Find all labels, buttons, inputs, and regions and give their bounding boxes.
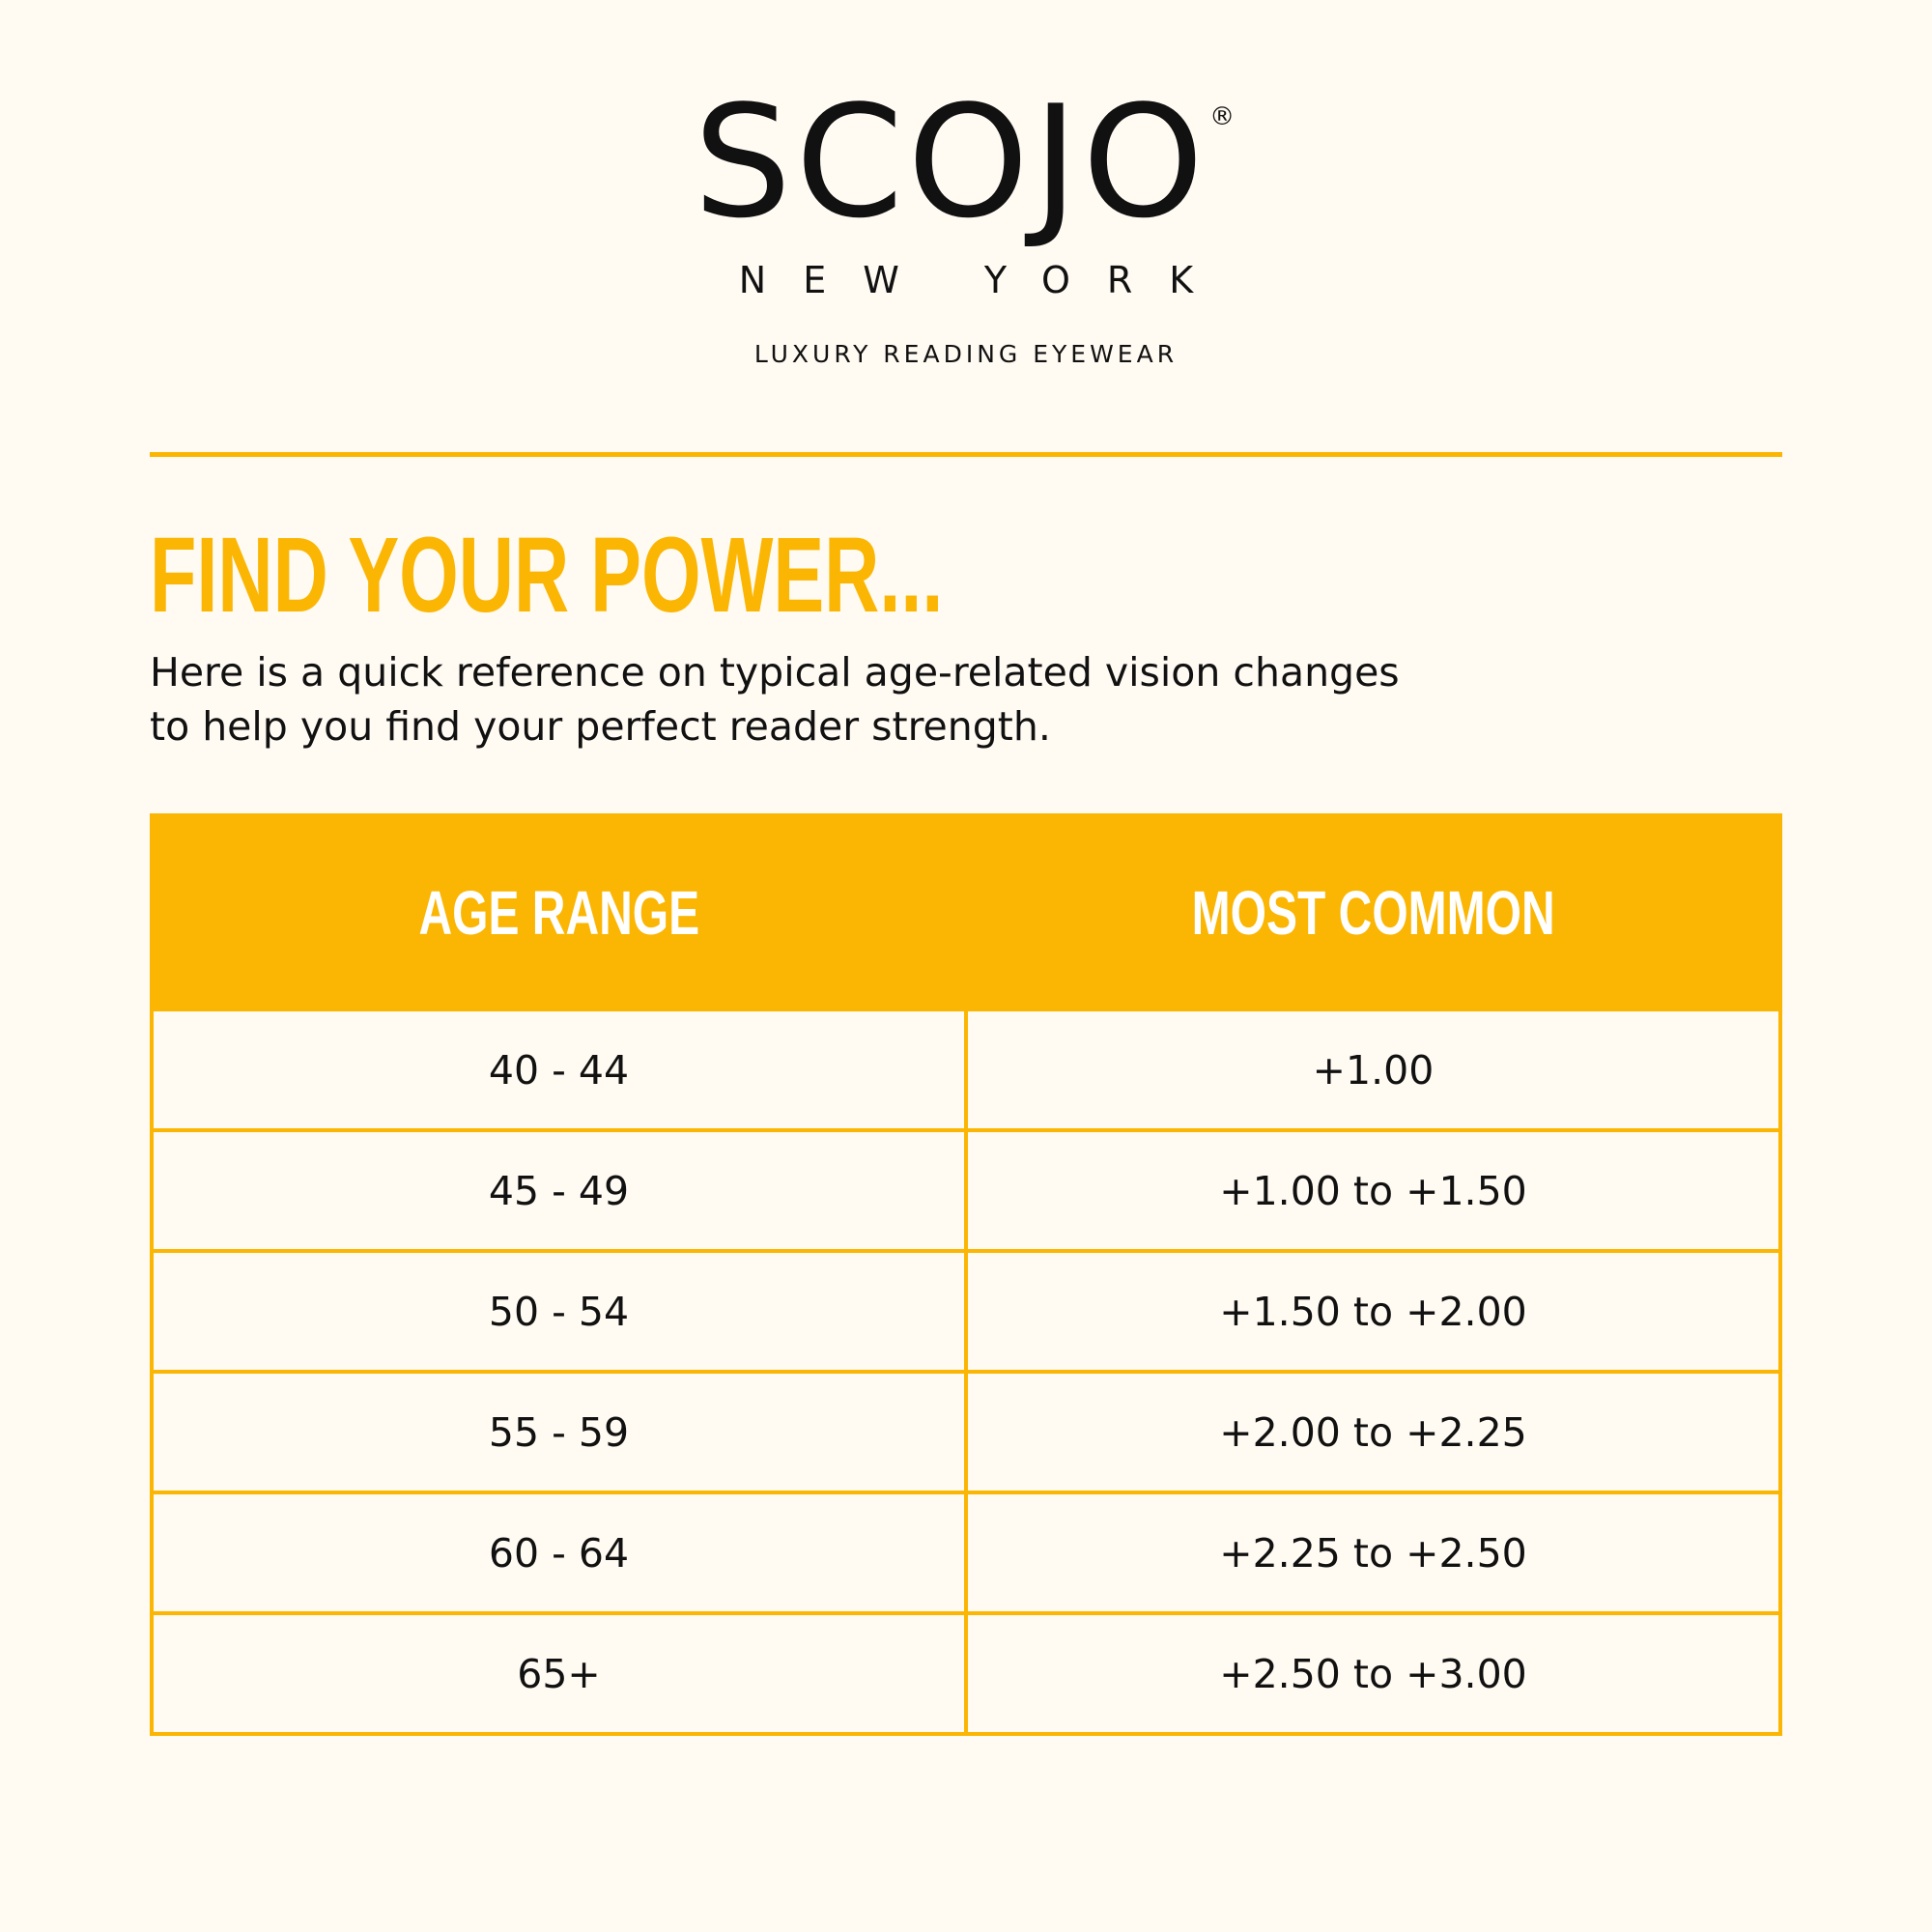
age-cell: 50 - 54: [150, 1249, 968, 1374]
table-header-row: AGE RANGE MOST COMMON: [150, 813, 1782, 1011]
table-row: 50 - 54 +1.50 to +2.00: [150, 1249, 1782, 1374]
power-cell: +2.00 to +2.25: [964, 1370, 1782, 1494]
page-title: FIND YOUR POWER...: [150, 516, 944, 635]
header-age-range: AGE RANGE: [150, 813, 968, 1011]
age-cell: 40 - 44: [150, 1008, 968, 1132]
brand-city: NEW YORK: [738, 259, 1231, 301]
power-table: AGE RANGE MOST COMMON 40 - 44 +1.00 45 - …: [150, 813, 1782, 1736]
power-cell: +1.00: [964, 1008, 1782, 1132]
table-row: 60 - 64 +2.25 to +2.50: [150, 1491, 1782, 1615]
age-cell: 65+: [150, 1611, 968, 1736]
table-row: 55 - 59 +2.00 to +2.25: [150, 1370, 1782, 1494]
power-cell: +1.00 to +1.50: [964, 1128, 1782, 1253]
header-most-common: MOST COMMON: [964, 813, 1782, 1011]
intro-text: Here is a quick reference on typical age…: [150, 649, 1400, 750]
divider: [150, 452, 1782, 457]
power-cell: +2.25 to +2.50: [964, 1491, 1782, 1615]
age-cell: 60 - 64: [150, 1491, 968, 1615]
table-row: 45 - 49 +1.00 to +1.50: [150, 1128, 1782, 1253]
table-row: 40 - 44 +1.00: [150, 1008, 1782, 1132]
age-cell: 55 - 59: [150, 1370, 968, 1494]
registered-mark: ®: [1209, 102, 1239, 131]
brand-logo: SCOJO®: [0, 85, 1932, 240]
age-cell: 45 - 49: [150, 1128, 968, 1253]
brand-name: SCOJO: [693, 71, 1208, 252]
power-cell: +2.50 to +3.00: [964, 1611, 1782, 1736]
power-cell: +1.50 to +2.00: [964, 1249, 1782, 1374]
table-row: 65+ +2.50 to +3.00: [150, 1611, 1782, 1736]
brand-tagline: LUXURY READING EYEWEAR: [753, 340, 1179, 368]
